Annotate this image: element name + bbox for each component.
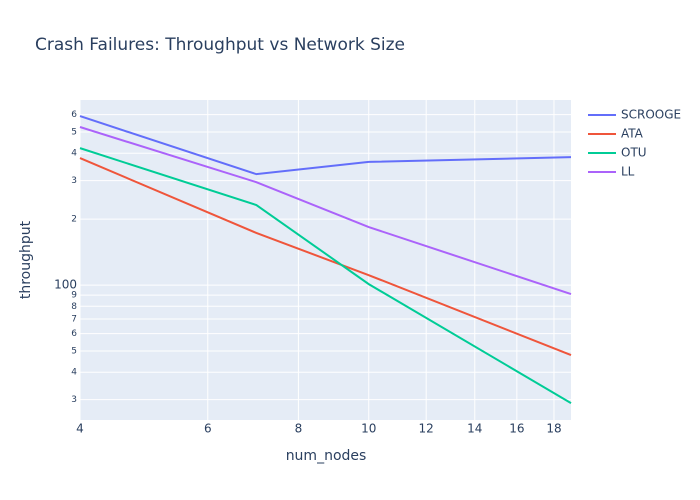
x-tick-label: 4 — [76, 422, 84, 436]
chart-title: Crash Failures: Throughput vs Network Si… — [35, 35, 405, 55]
y-tick-label: 6 — [71, 329, 77, 339]
y-axis-title: throughput — [18, 220, 34, 299]
y-tick-label: 5 — [71, 127, 77, 137]
series-line — [79, 126, 572, 295]
x-tick-label: 6 — [204, 422, 212, 436]
series-line — [79, 157, 572, 356]
y-tick-label: 5 — [71, 346, 77, 356]
x-tick-label: 12 — [419, 422, 434, 436]
y-tick-label: 9 — [71, 291, 77, 301]
y-tick-label: 2 — [71, 215, 77, 225]
y-tick-label: 8 — [71, 302, 77, 312]
series-line — [79, 115, 572, 176]
x-tick-label: 8 — [295, 422, 303, 436]
y-tick-label: 3 — [71, 176, 77, 186]
y-tick-label: 4 — [71, 368, 77, 378]
legend-label: ATA — [621, 127, 644, 141]
y-tick-label: 7 — [71, 314, 77, 324]
legend-label: SCROOGE — [621, 108, 681, 122]
x-tick-label: 16 — [509, 422, 524, 436]
legend-label: OTU — [621, 146, 647, 160]
series-line — [79, 147, 572, 404]
x-tick-label: 10 — [361, 422, 376, 436]
x-axis-title: num_nodes — [286, 448, 367, 464]
y-tick-label: 6 — [71, 110, 77, 120]
y-tick-label: 3 — [71, 395, 77, 405]
x-tick-label: 18 — [546, 422, 561, 436]
x-tick-label: 14 — [467, 422, 482, 436]
y-tick-label: 4 — [71, 149, 77, 159]
legend-label: LL — [621, 165, 635, 179]
y-tick-label: 100 — [54, 278, 77, 292]
